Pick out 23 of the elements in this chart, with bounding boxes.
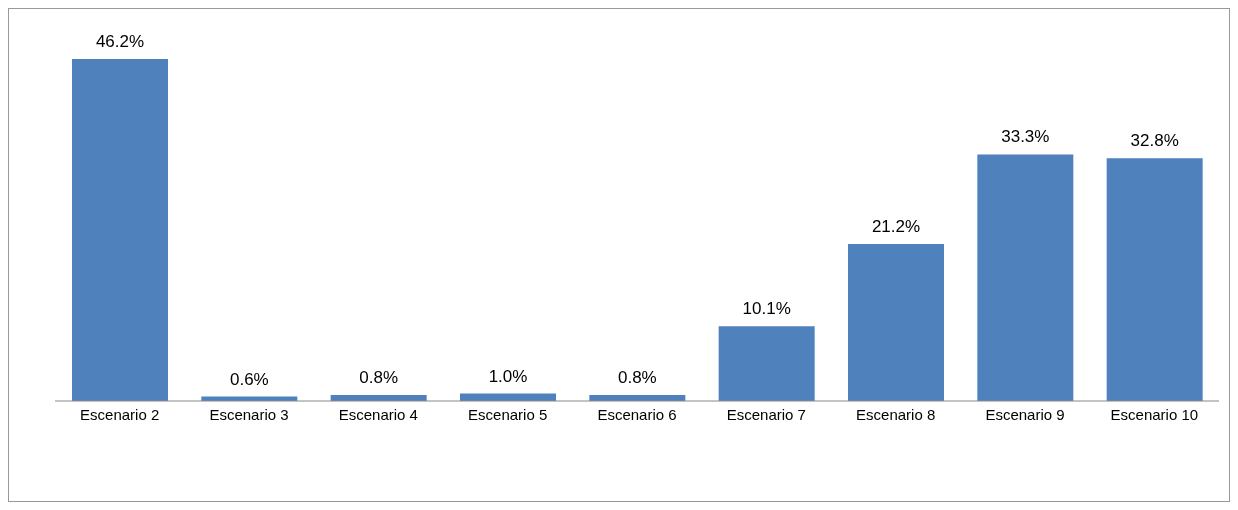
bar xyxy=(848,244,944,401)
data-label: 46.2% xyxy=(95,32,145,51)
data-label: 32.8% xyxy=(1130,131,1179,151)
data-label: 10.1% xyxy=(742,299,791,319)
x-tick-label: Escenario 9 xyxy=(985,405,1065,423)
x-tick-label: Escenario 3 xyxy=(209,405,289,423)
data-label: 0.8% xyxy=(359,368,399,388)
data-label: 0.8% xyxy=(617,368,657,388)
bar xyxy=(718,326,815,401)
x-tick-label: Escenario 4 xyxy=(338,405,418,423)
x-tick-label: Escenario 10 xyxy=(1110,405,1199,423)
x-tick-label: Escenario 8 xyxy=(856,405,936,423)
x-tick-label: Escenario 2 xyxy=(80,405,160,423)
data-label: 33.3% xyxy=(1001,127,1050,147)
x-tick-label: Escenario 7 xyxy=(726,405,806,423)
x-tick-label: Escenario 6 xyxy=(597,405,677,423)
data-label: 1.0% xyxy=(488,366,528,386)
bar xyxy=(1106,158,1203,401)
bar xyxy=(72,59,168,401)
data-label: 0.6% xyxy=(229,369,269,389)
bar xyxy=(977,154,1074,401)
x-tick-label: Escenario 5 xyxy=(468,405,548,423)
data-label: 21.2% xyxy=(871,217,921,237)
